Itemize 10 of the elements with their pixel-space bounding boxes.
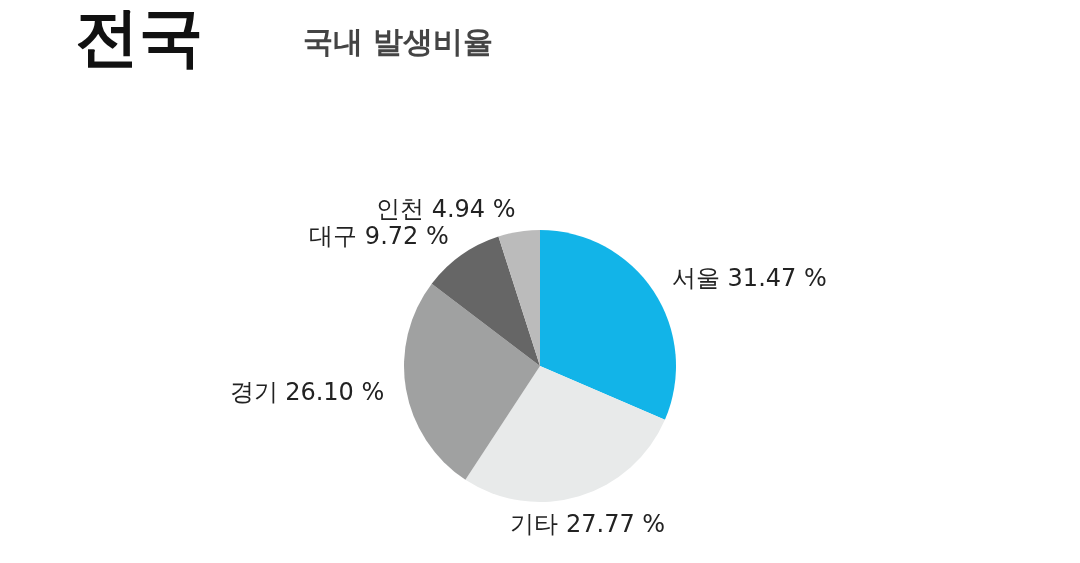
slice-label: 서울 31.47 %: [671, 264, 827, 293]
slice-label: 대구 9.72 %: [309, 222, 449, 251]
slice-label: 기타 27.77 %: [510, 509, 666, 538]
pie-slice: [465, 366, 665, 502]
chart-title: 전국: [75, 0, 203, 74]
pie-slice: [404, 283, 540, 480]
chart-subtitle: 국내 발생비율: [303, 24, 494, 59]
slice-label: 경기 26.10 %: [229, 377, 385, 406]
slice-label: 인천 4.94 %: [376, 194, 516, 223]
pie-slice: [498, 230, 540, 366]
